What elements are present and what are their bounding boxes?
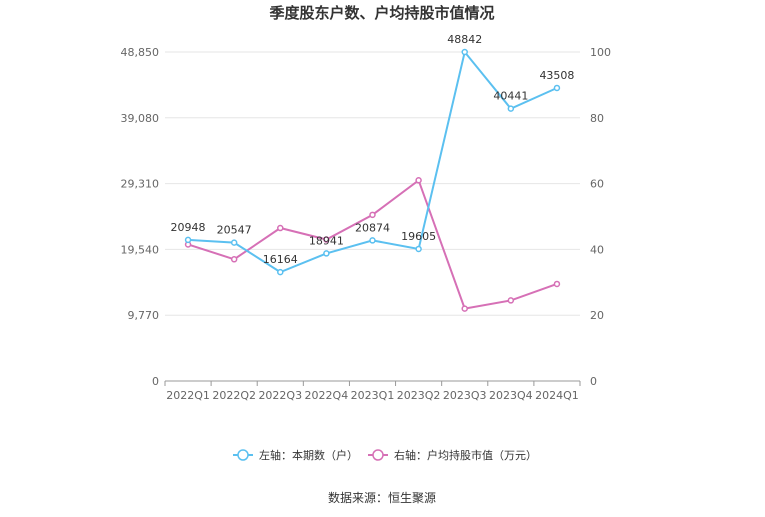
axes: 0 9,770 19,540 29,310 39,080 48,850 0 20 40 60 80 1… bbox=[121, 46, 612, 402]
data-point bbox=[553, 280, 561, 288]
data-point bbox=[415, 177, 422, 184]
data-point bbox=[323, 236, 330, 243]
data-label: 20948 bbox=[171, 221, 206, 234]
grid bbox=[165, 51, 580, 316]
data-label: 43508 bbox=[539, 69, 574, 82]
data-point bbox=[369, 237, 376, 244]
data-label: 40441 bbox=[493, 90, 528, 103]
legend: 左轴：本期数（户） 右轴：户均持股市值（万元） bbox=[233, 448, 537, 462]
legend-item-2[interactable]: 右轴：户均持股市值（万元） bbox=[368, 448, 537, 462]
right-tick-label: 80 bbox=[590, 112, 604, 125]
x-tick-label: 2022Q4 bbox=[305, 389, 349, 402]
legend-label: 左轴：本期数（户） bbox=[259, 448, 358, 462]
right-tick-label: 60 bbox=[590, 178, 604, 191]
left-tick-label: 29,310 bbox=[121, 178, 160, 191]
right-tick-label: 20 bbox=[590, 309, 604, 322]
right-series-line bbox=[187, 178, 558, 310]
left-tick-label: 39,080 bbox=[121, 112, 160, 125]
x-tick-label: 2022Q2 bbox=[212, 389, 256, 402]
x-tick-label: 2024Q1 bbox=[535, 389, 579, 402]
legend-marker-icon bbox=[372, 449, 384, 461]
data-point bbox=[553, 84, 561, 92]
data-point bbox=[230, 256, 238, 263]
right-tick-label: 100 bbox=[590, 46, 611, 59]
legend-item-1[interactable]: 左轴：本期数（户） bbox=[233, 448, 358, 462]
data-point bbox=[369, 211, 376, 219]
x-tick-label: 2023Q1 bbox=[351, 389, 395, 402]
x-tick-label: 2023Q4 bbox=[489, 389, 533, 402]
data-point bbox=[323, 250, 330, 257]
data-point bbox=[461, 48, 468, 56]
right-tick-label: 40 bbox=[590, 243, 604, 256]
x-tick-label: 2022Q1 bbox=[166, 389, 210, 402]
data-point bbox=[277, 268, 284, 276]
left-tick-label: 9,770 bbox=[128, 309, 160, 322]
data-label: 20547 bbox=[217, 224, 252, 237]
data-label: 48842 bbox=[447, 33, 482, 46]
legend-label: 右轴：户均持股市值（万元） bbox=[394, 448, 537, 462]
data-point bbox=[230, 239, 238, 246]
data-label: 16164 bbox=[263, 253, 298, 266]
left-tick-label: 48,850 bbox=[121, 46, 160, 59]
data-label: 18941 bbox=[309, 234, 344, 247]
x-tick-label: 2023Q3 bbox=[443, 389, 487, 402]
data-label: 20874 bbox=[355, 221, 390, 234]
data-point bbox=[461, 305, 468, 312]
series-layer: 20948 20547 16164 18941 20874 19605 48842 40441… bbox=[171, 33, 574, 312]
x-tick-label: 2022Q3 bbox=[258, 389, 302, 402]
data-point bbox=[507, 105, 515, 112]
x-tick-label: 2023Q2 bbox=[397, 389, 441, 402]
data-label: 19605 bbox=[401, 230, 436, 243]
left-tick-label: 0 bbox=[152, 375, 159, 388]
left-tick-label: 19,540 bbox=[121, 243, 160, 256]
right-tick-label: 0 bbox=[590, 375, 597, 388]
data-point bbox=[184, 236, 192, 244]
legend-marker-icon bbox=[237, 449, 249, 461]
data-point bbox=[277, 224, 284, 232]
data-point bbox=[415, 245, 422, 253]
data-point bbox=[507, 297, 515, 304]
source-note: 数据来源：恒生聚源 bbox=[328, 490, 436, 505]
chart-title: 季度股东户数、户均持股市值情况 bbox=[269, 4, 494, 22]
